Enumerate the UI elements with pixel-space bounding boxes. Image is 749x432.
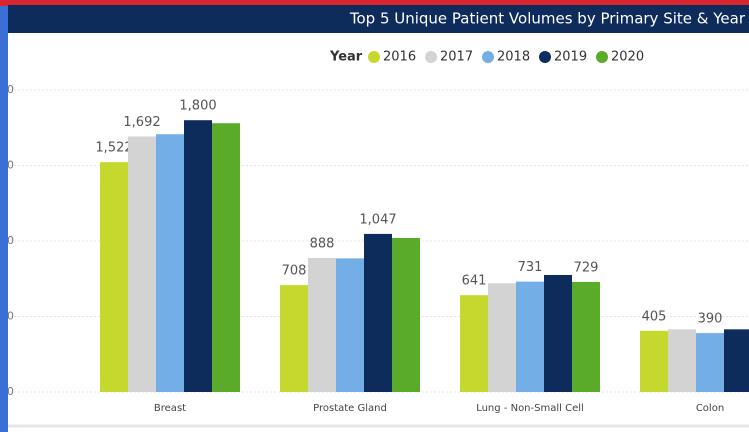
bar <box>280 285 308 392</box>
legend-swatch <box>482 51 494 63</box>
bar <box>544 274 572 392</box>
top-strip <box>0 0 749 6</box>
legend-title: Year <box>329 50 363 65</box>
legend-swatch <box>425 51 437 63</box>
bar <box>460 295 488 392</box>
legend: Year 2016 2017 2018 2019 2020 <box>329 50 644 65</box>
x-tick-label: Lung - Non-Small Cell <box>476 403 584 414</box>
plot-area: 0500100015002000Breast1,5221,6921,800Pro… <box>0 83 749 414</box>
bar <box>640 330 668 392</box>
data-label: 1,047 <box>359 212 396 227</box>
x-tick-label: Breast <box>154 403 186 414</box>
bar <box>572 281 600 392</box>
bar <box>488 283 516 392</box>
data-label: 1,692 <box>123 115 160 130</box>
bar <box>308 257 336 392</box>
data-label: 405 <box>642 309 667 324</box>
data-label: 390 <box>698 312 723 327</box>
bar <box>100 162 128 392</box>
bar <box>128 136 156 392</box>
bar <box>336 258 364 392</box>
legend-label: 2016 <box>383 50 416 65</box>
bar <box>696 333 724 392</box>
chart-title: Top 5 Unique Patient Volumes by Primary … <box>349 10 746 28</box>
legend-label: 2018 <box>497 50 530 65</box>
legend-label: 2020 <box>611 50 644 65</box>
bar <box>392 237 420 392</box>
legend-label: 2019 <box>554 50 587 65</box>
bar <box>184 120 212 392</box>
title-bar <box>8 5 749 33</box>
data-label: 888 <box>310 236 335 251</box>
data-label: 1,522 <box>95 141 132 156</box>
bar <box>364 233 392 392</box>
bar <box>724 329 749 392</box>
left-border <box>0 0 8 432</box>
data-label: 729 <box>574 260 599 275</box>
data-label: 641 <box>462 274 487 289</box>
data-label: 708 <box>282 264 307 279</box>
x-tick-label: Colon <box>696 403 724 414</box>
x-tick-label: Prostate Gland <box>313 403 387 414</box>
y-tick-label: 0 <box>7 385 14 398</box>
legend-swatch <box>596 51 608 63</box>
bar <box>212 123 240 392</box>
legend-swatch <box>539 51 551 63</box>
bar <box>516 281 544 392</box>
data-label: 1,800 <box>179 99 216 114</box>
data-label: 731 <box>518 260 543 275</box>
bar <box>156 134 184 393</box>
legend-swatch <box>368 51 380 63</box>
bar <box>668 329 696 392</box>
legend-label: 2017 <box>440 50 473 65</box>
